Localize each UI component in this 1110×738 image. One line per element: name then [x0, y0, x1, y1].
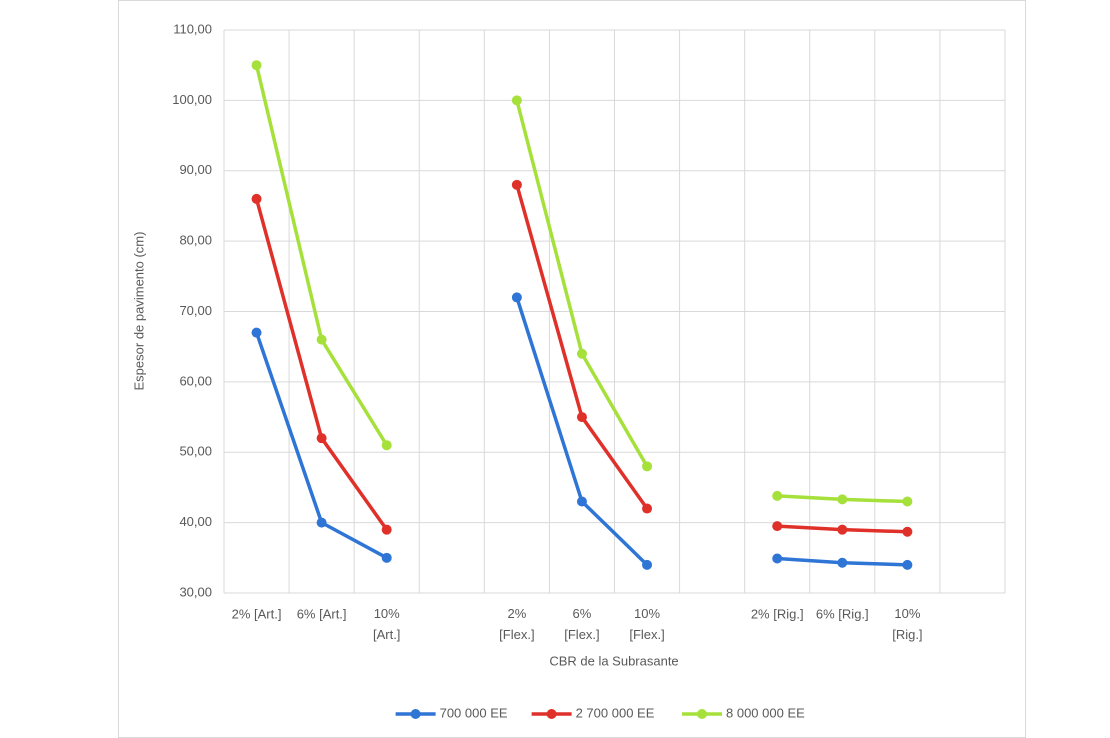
legend-marker: [697, 709, 707, 719]
data-point: [642, 461, 653, 472]
data-point: [251, 327, 262, 338]
y-tick-label: 70,00: [179, 303, 212, 318]
data-point: [642, 559, 653, 570]
x-tick-label: 2% [Rig.]: [751, 606, 804, 621]
data-point: [837, 494, 848, 505]
data-point: [837, 524, 848, 535]
x-tick-label: 6% [Rig.]: [816, 606, 869, 621]
y-axis-title: Espesor de pavimento (cm): [131, 232, 146, 391]
data-point: [772, 490, 783, 501]
data-point: [511, 179, 522, 190]
data-point: [902, 496, 913, 507]
legend-label: 8 000 000 EE: [726, 705, 805, 720]
data-point: [316, 334, 327, 345]
data-point: [576, 496, 587, 507]
data-point: [576, 412, 587, 423]
y-tick-label: 50,00: [179, 444, 212, 459]
data-point: [381, 440, 392, 451]
x-tick-label: 6% [Art.]: [297, 606, 347, 621]
data-point: [902, 559, 913, 570]
x-tick-label: 2% [Art.]: [232, 606, 282, 621]
data-point: [772, 521, 783, 532]
x-tick-label: 6% [Flex.]: [564, 606, 599, 642]
data-point: [381, 552, 392, 563]
data-point: [642, 503, 653, 514]
data-point: [837, 557, 848, 568]
legend-label: 700 000 EE: [440, 705, 508, 720]
y-tick-label: 30,00: [179, 584, 212, 599]
y-tick-label: 110,00: [173, 21, 212, 36]
x-axis-title: CBR de la Subrasante: [549, 653, 678, 668]
data-point: [511, 95, 522, 106]
x-tick-label: 10% [Flex.]: [629, 606, 664, 642]
x-tick-label: 10% [Rig.]: [892, 606, 922, 642]
legend-marker: [546, 709, 557, 719]
y-tick-label: 80,00: [179, 233, 212, 248]
legend-marker: [410, 709, 421, 719]
data-point: [381, 524, 392, 535]
y-tick-label: 60,00: [179, 373, 212, 388]
x-tick-label: 10% [Art.]: [373, 606, 400, 642]
x-tick-label: 2% [Flex.]: [499, 606, 534, 642]
data-point: [576, 348, 587, 359]
data-point: [772, 553, 783, 564]
y-tick-label: 100,00: [172, 92, 212, 107]
y-tick-label: 90,00: [179, 162, 212, 177]
data-point: [902, 526, 913, 537]
data-point: [251, 193, 262, 204]
data-point: [511, 292, 522, 303]
data-point: [316, 517, 327, 528]
data-point: [251, 60, 262, 71]
data-point: [316, 433, 327, 444]
y-tick-label: 40,00: [179, 514, 212, 529]
legend-label: 2 700 000 EE: [576, 705, 655, 720]
